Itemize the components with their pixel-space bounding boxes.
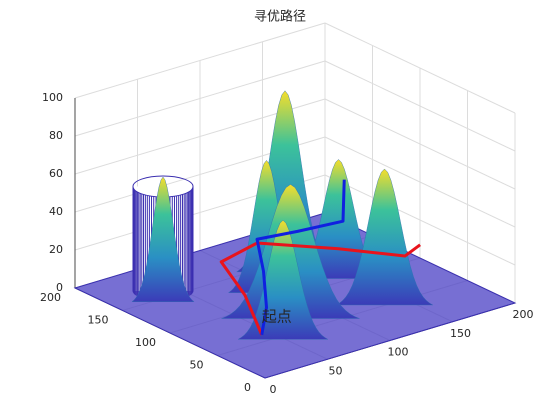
grid-line (324, 98, 516, 190)
surface-peak (237, 219, 329, 340)
grid-line (74, 60, 326, 137)
grid-line (324, 174, 516, 266)
x-tick-label: 150 (450, 327, 471, 340)
x-tick-label: 100 (388, 346, 409, 359)
annotation: 起点 (262, 307, 292, 325)
grid-line (324, 136, 516, 228)
x-tick-label: 200 (513, 308, 534, 321)
path-line (255, 179, 346, 336)
surface-peak (131, 176, 195, 302)
x-tick-label: 50 (329, 364, 343, 377)
grid-line (324, 22, 516, 114)
surface-peak (335, 168, 434, 306)
y-tick-label: 50 (190, 359, 204, 372)
y-tick-label: 150 (88, 314, 109, 327)
z-tick-label: 100 (42, 91, 63, 104)
z-tick-label: 40 (49, 205, 63, 218)
grid-line (74, 22, 326, 99)
chart-title: 寻优路径 (254, 9, 306, 25)
y-tick-label: 100 (135, 336, 156, 349)
x-tick-label: 0 (270, 383, 277, 396)
grid-line (324, 60, 516, 152)
z-tick-label: 60 (49, 167, 63, 180)
z-tick-label: 0 (56, 281, 63, 294)
y-tick-label: 0 (244, 381, 251, 394)
plot: 起点 (73, 90, 517, 379)
z-tick-label: 20 (49, 243, 63, 256)
z-tick-label: 80 (49, 129, 63, 142)
y-tick-label: 200 (40, 291, 61, 304)
